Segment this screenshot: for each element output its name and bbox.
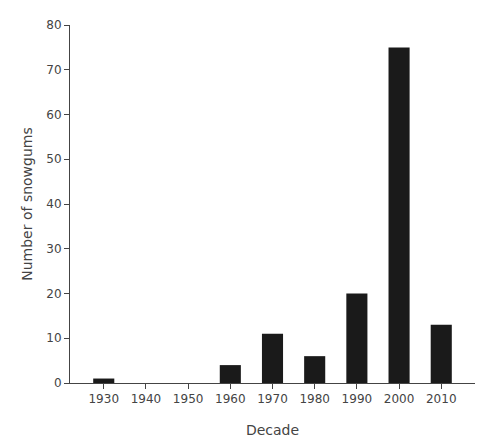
svg-text:1940: 1940 (131, 392, 162, 406)
svg-text:2000: 2000 (384, 392, 415, 406)
svg-text:2010: 2010 (426, 392, 457, 406)
svg-text:80: 80 (46, 18, 61, 32)
svg-text:Decade: Decade (246, 422, 299, 438)
svg-text:1990: 1990 (342, 392, 373, 406)
svg-text:50: 50 (46, 152, 61, 166)
svg-text:20: 20 (46, 287, 61, 301)
svg-text:1970: 1970 (257, 392, 288, 406)
svg-text:1930: 1930 (88, 392, 119, 406)
svg-text:10: 10 (46, 331, 61, 345)
svg-text:Number of snowgums: Number of snowgums (19, 127, 35, 281)
svg-text:60: 60 (46, 108, 61, 122)
svg-text:0: 0 (54, 376, 62, 390)
svg-text:1950: 1950 (173, 392, 204, 406)
svg-text:30: 30 (46, 242, 61, 256)
svg-text:1980: 1980 (299, 392, 330, 406)
svg-text:40: 40 (46, 197, 61, 211)
svg-text:70: 70 (46, 63, 61, 77)
svg-text:1960: 1960 (215, 392, 246, 406)
